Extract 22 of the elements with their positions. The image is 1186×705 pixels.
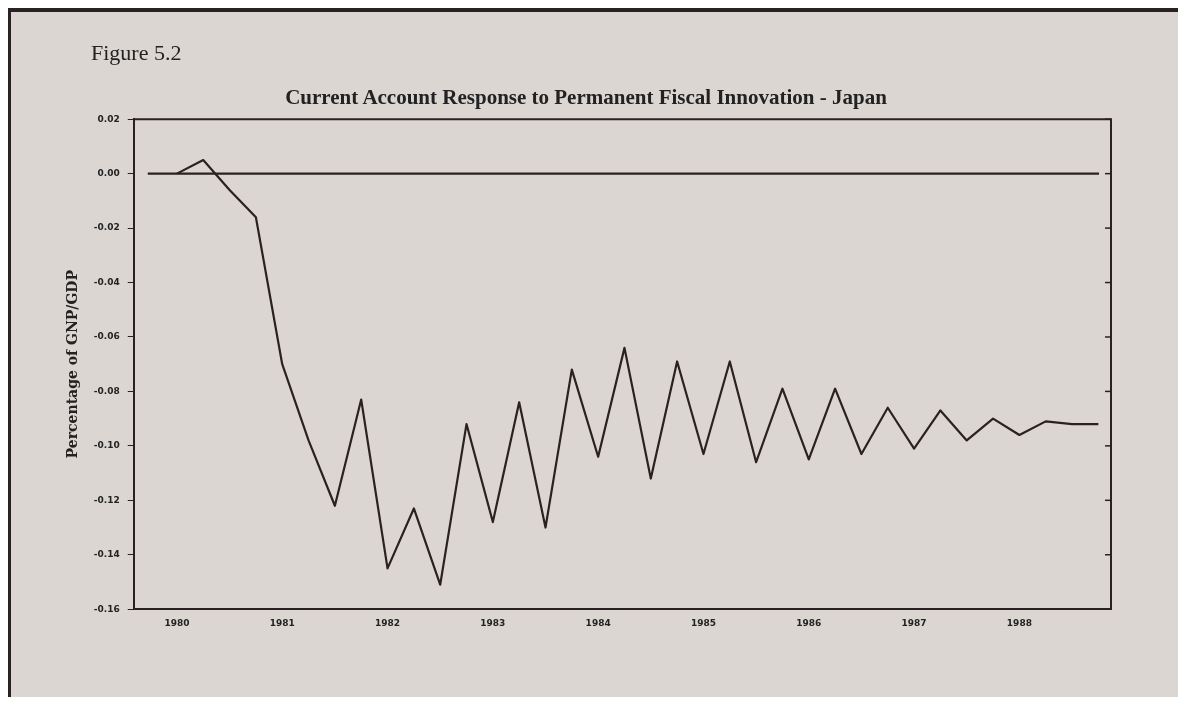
- y-tick-label: 0.02: [97, 113, 120, 124]
- y-axis-title: Percentage of GNP/GDP: [64, 269, 81, 459]
- x-tick-label: 1988: [1006, 617, 1032, 628]
- y-tick-label: -0.08: [93, 385, 120, 396]
- y-tick-label: -0.16: [93, 603, 120, 614]
- y-tick-label: -0.04: [93, 276, 120, 287]
- y-tick-label: -0.10: [93, 440, 120, 451]
- y-tick-label: 0.00: [97, 167, 120, 178]
- y-tick-label: -0.14: [93, 549, 120, 560]
- x-tick-label: 1980: [164, 617, 190, 628]
- y-tick-label: -0.02: [93, 222, 120, 233]
- y-tick-label: -0.06: [93, 331, 120, 342]
- x-tick-label: 1983: [480, 617, 506, 628]
- x-tick-label: 1982: [375, 617, 401, 628]
- y-tick-label: -0.12: [93, 494, 120, 505]
- chart-title: Current Account Response to Permanent Fiscal Innovation - Japan: [285, 85, 888, 110]
- x-tick-label: 1984: [585, 617, 611, 628]
- x-tick-label: 1987: [901, 617, 927, 628]
- x-tick-label: 1981: [269, 617, 295, 628]
- x-tick-label: 1985: [690, 617, 716, 628]
- x-tick-label: 1986: [796, 617, 822, 628]
- caption: Figure 5.2: [91, 40, 182, 66]
